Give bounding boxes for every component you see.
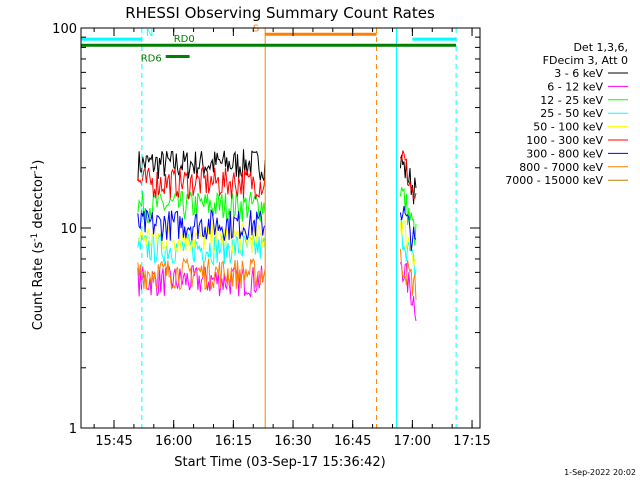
legend-entry-label: 6 - 12 keV bbox=[547, 80, 603, 93]
legend-entry-label: 800 - 7000 keV bbox=[519, 161, 603, 174]
series-line bbox=[137, 208, 266, 241]
legend-entry-label: 7000 - 15000 keV bbox=[505, 174, 603, 187]
legend-entry-label: 100 - 300 keV bbox=[526, 134, 603, 147]
flag-label: N bbox=[146, 28, 153, 39]
x-tick-label: 16:30 bbox=[274, 434, 311, 449]
chart-title: RHESSI Observing Summary Count Rates bbox=[125, 4, 435, 22]
y-tick-label: 1 bbox=[69, 422, 77, 437]
series-line bbox=[399, 248, 417, 301]
timestamp-label: 1-Sep-2022 20:02 bbox=[564, 468, 636, 477]
legend-entry-label: 3 - 6 keV bbox=[554, 67, 603, 80]
y-axis-label-sup1: -1 bbox=[30, 233, 40, 242]
axes-layer: 15:45 16:00 16:15 16:30 16:45 17:00 17:15 1 10 10… bbox=[52, 22, 491, 449]
legend-entry-label: 12 - 25 keV bbox=[540, 94, 603, 107]
legend-header: Det 1,3,6, bbox=[573, 41, 628, 54]
data-layer bbox=[80, 28, 457, 428]
legend-entry-label: 25 - 50 keV bbox=[540, 107, 603, 120]
series-line bbox=[399, 150, 417, 200]
series-line bbox=[137, 166, 266, 200]
y-axis-label: Count Rate (s-1 detector-1) bbox=[30, 160, 46, 331]
plot-frame bbox=[80, 27, 481, 429]
x-tick-label: 17:00 bbox=[394, 434, 431, 449]
flag-label: S bbox=[253, 23, 259, 34]
y-axis-label-part3: ) bbox=[31, 160, 46, 165]
x-tick-label: 15:45 bbox=[95, 434, 132, 449]
y-axis-label-sup2: -1 bbox=[30, 165, 40, 174]
x-tick-label: 16:00 bbox=[155, 434, 192, 449]
series-line bbox=[399, 219, 417, 267]
series-line bbox=[399, 206, 417, 252]
series-line bbox=[399, 218, 417, 278]
flag-label: RD0 bbox=[174, 34, 195, 45]
legend-entry-label: 300 - 800 keV bbox=[526, 147, 603, 160]
series-line bbox=[137, 149, 266, 181]
y-tick-label: 100 bbox=[52, 22, 77, 37]
x-tick-label: 16:15 bbox=[215, 434, 252, 449]
series-line bbox=[137, 232, 266, 267]
x-tick-label: 16:45 bbox=[334, 434, 371, 449]
flags-layer: N RD0 RD6 S bbox=[81, 23, 457, 65]
y-axis-label-part2: detector bbox=[31, 173, 46, 233]
y-axis-label-part1: Count Rate (s bbox=[31, 242, 46, 331]
series-line bbox=[399, 262, 417, 321]
legend-header: FDecim 3, Att 0 bbox=[543, 54, 628, 67]
y-tick-label: 10 bbox=[60, 222, 77, 237]
x-axis-label: Start Time (03-Sep-17 15:36:42) bbox=[174, 455, 385, 470]
x-tick-label: 17:15 bbox=[453, 434, 490, 449]
series-line bbox=[137, 257, 266, 291]
series-line bbox=[399, 154, 417, 205]
flag-label: RD6 bbox=[141, 54, 162, 65]
legend-entry-label: 50 - 100 keV bbox=[533, 121, 603, 134]
